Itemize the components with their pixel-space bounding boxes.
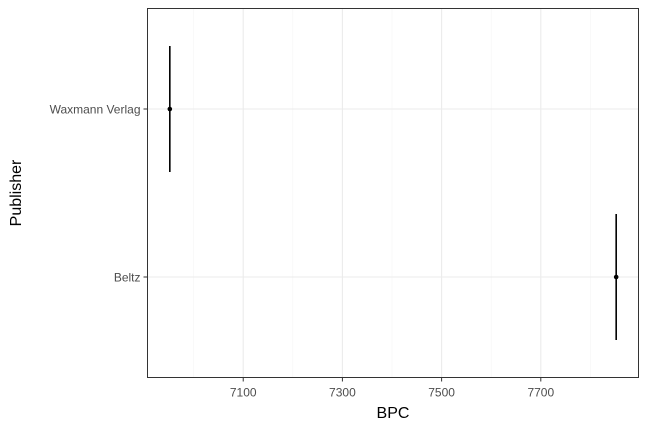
x-tick-label: 7500 <box>428 386 455 400</box>
tick-labels: 7100 7300 7500 7700 Waxmann Verlag Beltz <box>50 103 555 400</box>
x-tick-label: 7700 <box>527 386 554 400</box>
x-axis-title: BPC <box>377 405 410 422</box>
x-tick-label: 7300 <box>329 386 356 400</box>
data-point <box>613 274 619 280</box>
data-point <box>167 106 173 112</box>
minor-gridlines <box>193 8 591 378</box>
major-gridlines <box>147 8 639 378</box>
y-axis-title: Publisher <box>8 159 25 226</box>
panel-border <box>147 8 639 378</box>
x-tick-label: 7100 <box>230 386 257 400</box>
y-tick-label: Beltz <box>114 271 141 285</box>
panel-background <box>147 8 639 378</box>
axis-ticks <box>143 108 542 382</box>
y-tick-label: Waxmann Verlag <box>50 103 141 117</box>
data-marks <box>167 46 619 340</box>
